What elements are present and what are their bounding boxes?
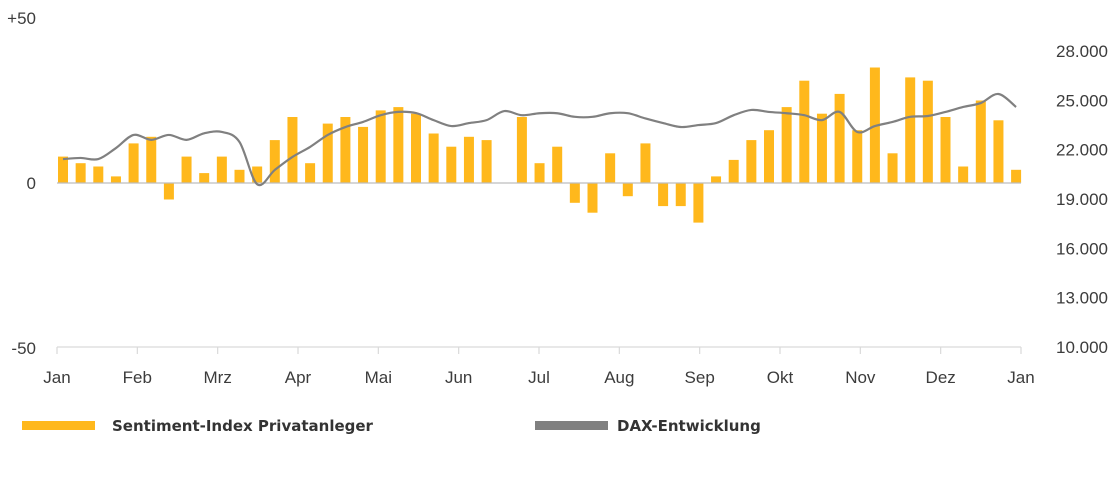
sentiment-bar xyxy=(534,163,545,183)
sentiment-bar xyxy=(587,183,598,213)
sentiment-bar xyxy=(358,126,369,183)
sentiment-bar xyxy=(181,156,192,183)
sentiment-bar xyxy=(958,166,969,183)
x-axis-month-label: Mrz xyxy=(204,368,232,387)
legend-swatch-dax xyxy=(535,421,608,430)
sentiment-bar xyxy=(746,140,757,183)
x-axis-month-label: Jan xyxy=(43,368,70,387)
left-axis-tick-label: 0 xyxy=(27,174,36,193)
sentiment-bar xyxy=(75,163,86,183)
sentiment-bar xyxy=(764,130,774,183)
sentiment-bar xyxy=(481,140,492,183)
sentiment-bar xyxy=(552,146,563,183)
x-axis-month-label: Okt xyxy=(767,368,794,387)
sentiment-bar xyxy=(234,169,245,183)
sentiment-bar xyxy=(887,153,898,183)
left-axis-tick-label: +50 xyxy=(7,9,36,28)
sentiment-bar xyxy=(569,183,580,203)
sentiment-bar xyxy=(516,117,527,183)
sentiment-bar xyxy=(146,136,157,183)
sentiment-bar xyxy=(622,183,633,197)
x-axis-month-label: Nov xyxy=(845,368,876,387)
legend-swatch-sentiment xyxy=(22,421,95,430)
sentiment-bar xyxy=(781,107,792,183)
sentiment-bar xyxy=(693,183,704,223)
sentiment-bar xyxy=(340,117,351,183)
right-axis-tick-label: 19.000 xyxy=(1056,190,1108,209)
sentiment-bar xyxy=(852,130,863,183)
sentiment-bar xyxy=(658,183,669,207)
sentiment-bar xyxy=(93,166,104,183)
right-axis-tick-label: 25.000 xyxy=(1056,91,1108,110)
x-axis-month-label: Jan xyxy=(1007,368,1034,387)
sentiment-bar xyxy=(922,80,933,183)
x-axis-month-label: Mai xyxy=(365,368,392,387)
sentiment-bar xyxy=(411,113,421,183)
sentiment-bar xyxy=(393,107,404,183)
x-axis-month-label: Sep xyxy=(685,368,715,387)
sentiment-bar xyxy=(375,110,386,183)
x-axis-month-label: Jun xyxy=(445,368,472,387)
left-axis-tick-label: -50 xyxy=(11,339,36,358)
sentiment-bar xyxy=(728,159,739,183)
sentiment-bar xyxy=(110,176,121,183)
sentiment-bar xyxy=(605,153,616,183)
right-axis-tick-label: 28.000 xyxy=(1056,42,1108,61)
sentiment-bar xyxy=(128,143,139,183)
right-axis-tick-label: 16.000 xyxy=(1056,239,1108,258)
sentiment-bar xyxy=(940,117,951,183)
sentiment-bar xyxy=(816,113,827,183)
right-axis-tick-label: 10.000 xyxy=(1056,338,1108,357)
sentiment-bar xyxy=(305,163,316,183)
x-axis-month-label: Apr xyxy=(285,368,312,387)
right-axis-tick-label: 22.000 xyxy=(1056,141,1108,160)
sentiment-bar xyxy=(322,123,333,183)
sentiment-bar xyxy=(905,77,916,183)
sentiment-bar xyxy=(799,80,810,183)
sentiment-bar xyxy=(975,100,986,183)
legend: Sentiment-Index Privatanleger DAX-Entwic… xyxy=(22,417,761,435)
sentiment-bar xyxy=(675,183,686,207)
legend-label-dax: DAX-Entwicklung xyxy=(617,417,761,435)
sentiment-bar xyxy=(1011,169,1022,183)
sentiment-bar xyxy=(269,140,280,183)
x-axis-month-label: Feb xyxy=(123,368,152,387)
dax-line xyxy=(62,92,1017,187)
sentiment-bar xyxy=(58,156,68,183)
sentiment-bar xyxy=(216,156,227,183)
x-axis-month-label: Jul xyxy=(528,368,550,387)
x-axis-month-label: Aug xyxy=(604,368,634,387)
sentiment-bar xyxy=(287,117,298,183)
sentiment-bar xyxy=(446,146,457,183)
sentiment-bar xyxy=(428,133,439,183)
sentiment-bar xyxy=(163,183,174,200)
right-axis-tick-label: 13.000 xyxy=(1056,289,1108,308)
legend-label-sentiment: Sentiment-Index Privatanleger xyxy=(112,417,374,435)
sentiment-bar xyxy=(463,136,474,183)
sentiment-bar xyxy=(640,143,651,183)
x-axis-month-label: Dez xyxy=(926,368,956,387)
sentiment-bar xyxy=(834,93,845,183)
sentiment-bar xyxy=(711,176,722,183)
sentiment-bar xyxy=(993,120,1004,183)
sentiment-bar xyxy=(199,173,210,183)
sentiment-bar xyxy=(252,166,263,183)
